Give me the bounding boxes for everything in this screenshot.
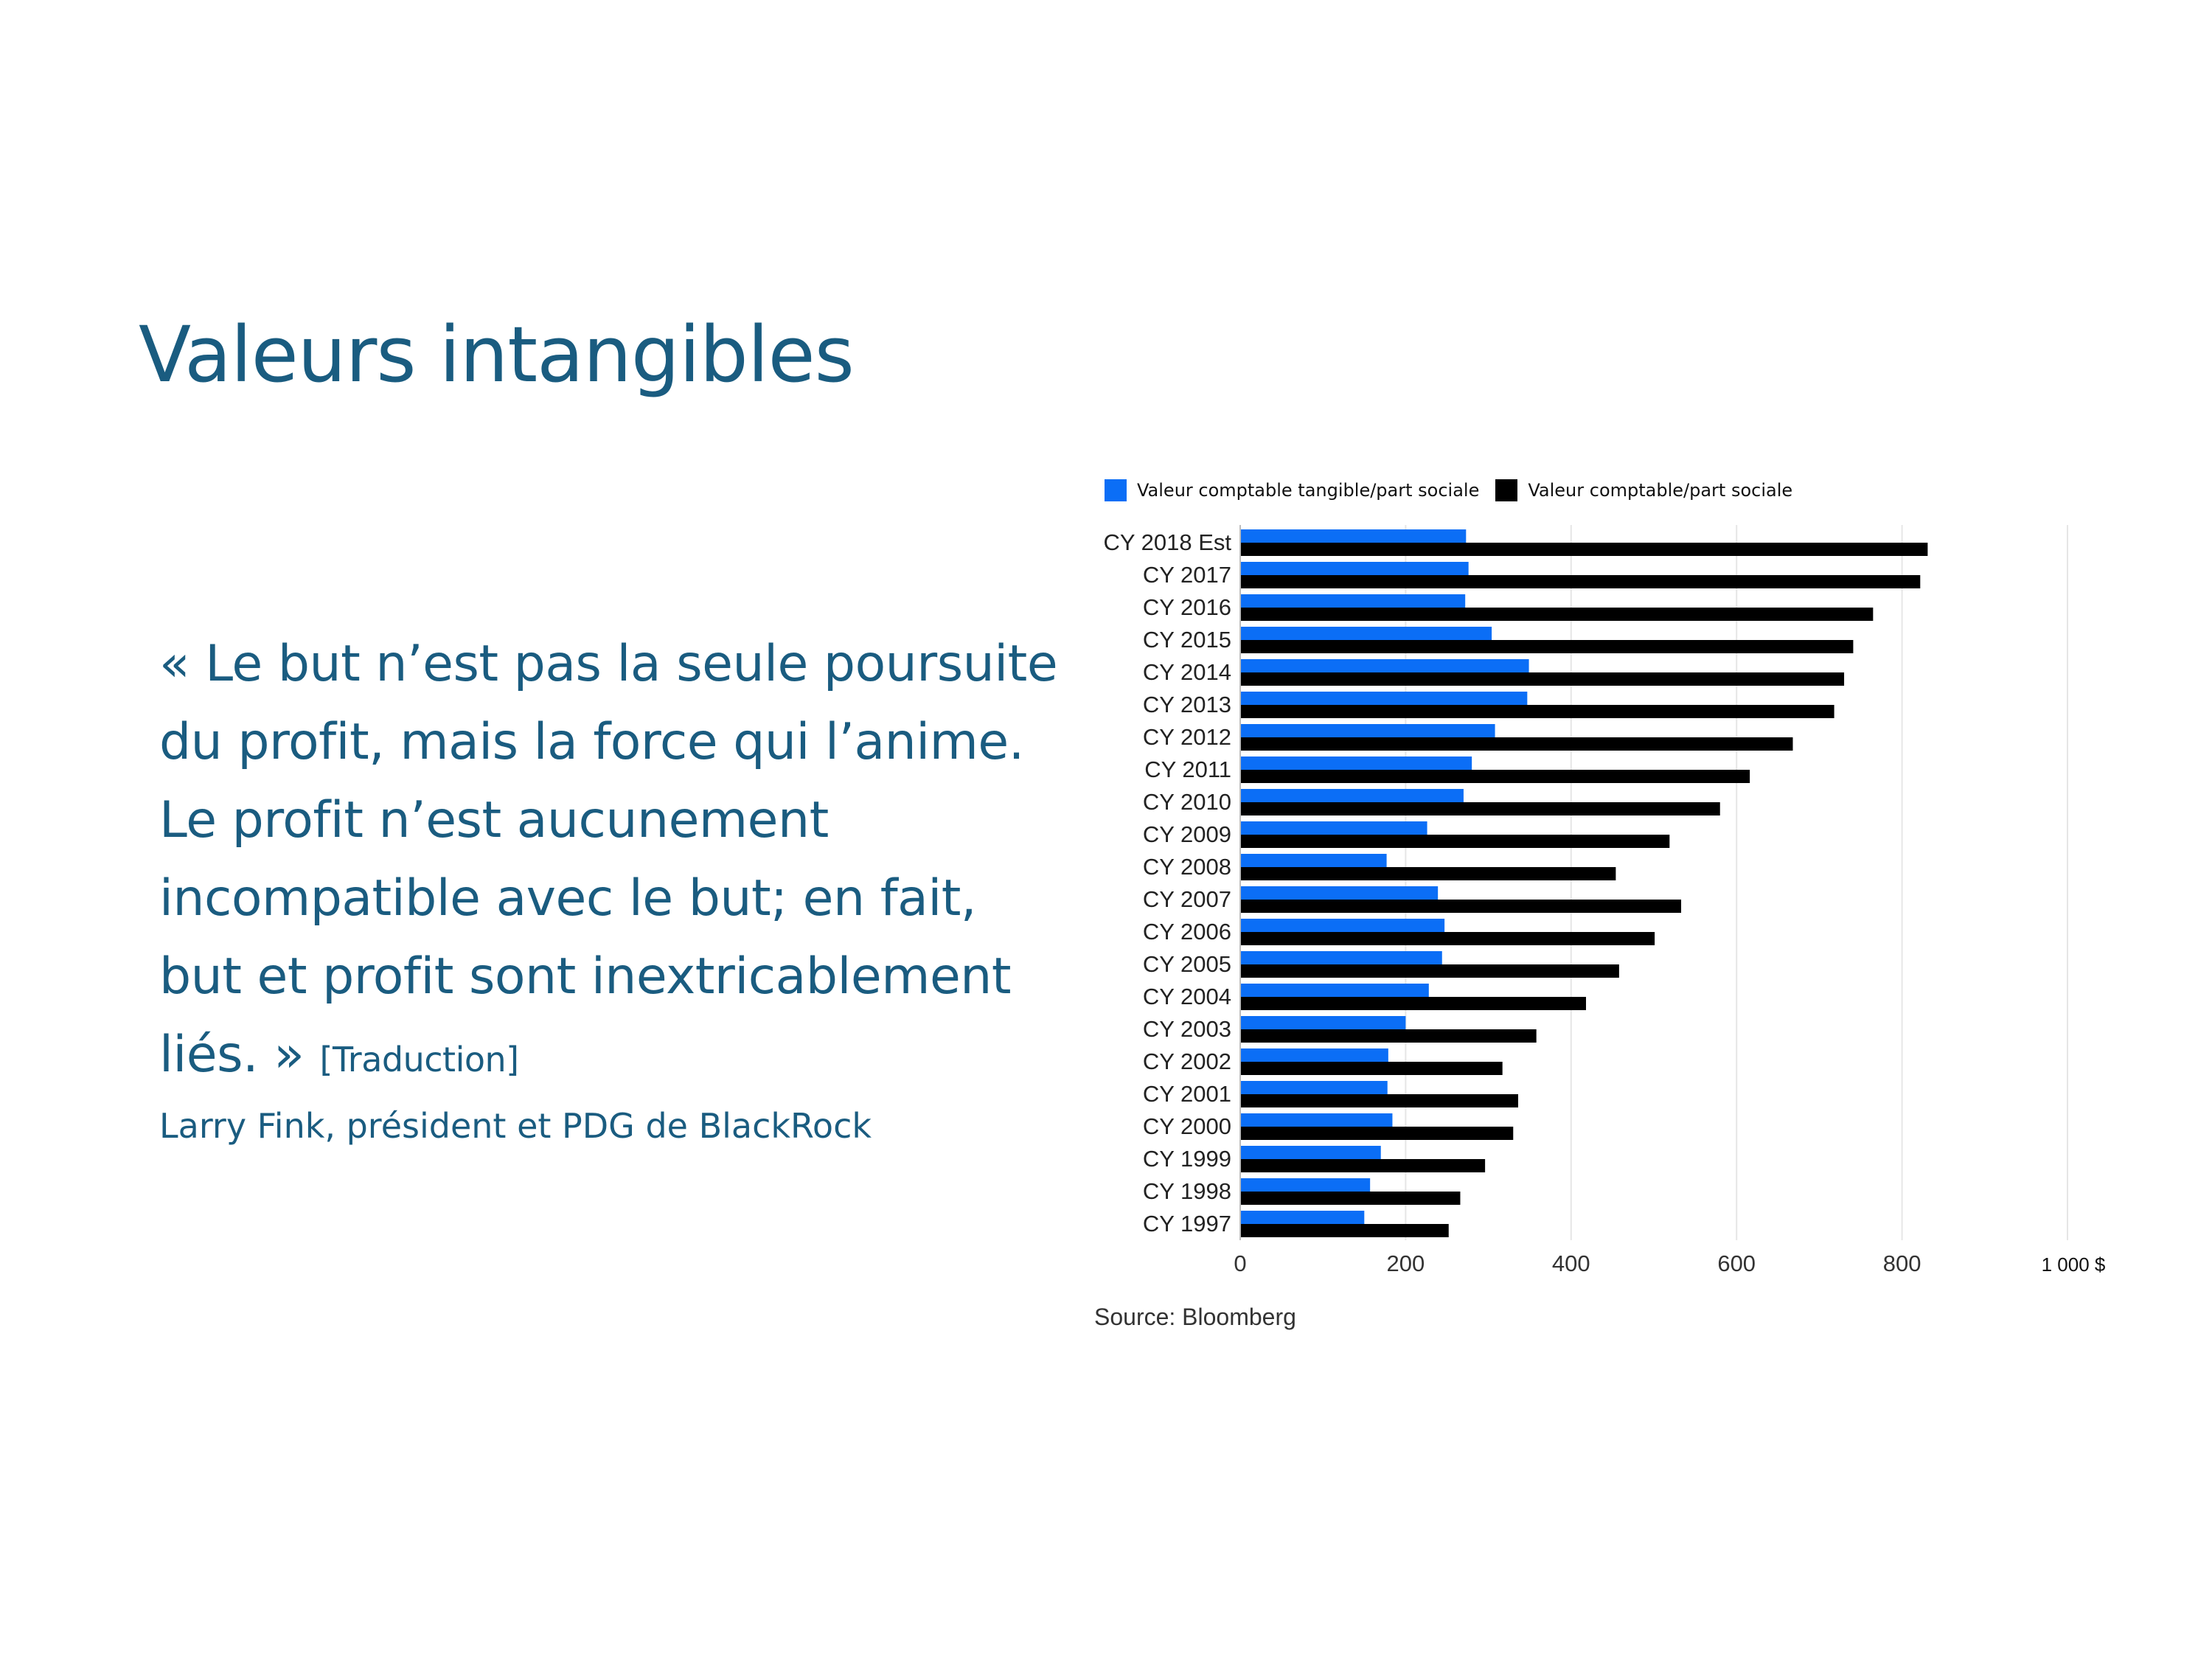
- bar-tangible-book-value: [1240, 951, 1442, 964]
- bar-tangible-book-value: [1240, 1146, 1381, 1159]
- bar-tangible-book-value: [1240, 821, 1427, 835]
- bar-book-value: [1240, 737, 1793, 751]
- bar-tangible-book-value: [1240, 919, 1445, 932]
- bar-book-value: [1240, 1094, 1518, 1107]
- y-category-label: CY 2003: [1143, 1016, 1231, 1042]
- bar-tangible-book-value: [1240, 724, 1495, 737]
- quote-attribution: Larry Fink, président et PDG de BlackRoc…: [159, 1106, 872, 1146]
- y-category-label: CY 2011: [1144, 757, 1231, 782]
- bar-book-value: [1240, 997, 1586, 1010]
- legend-label-book: Valeur comptable/part sociale: [1528, 480, 1793, 501]
- quote-text: « Le but n’est pas la seule poursuite du…: [159, 625, 1074, 1099]
- y-category-label: CY 2007: [1143, 886, 1231, 912]
- bar-tangible-book-value: [1240, 529, 1467, 543]
- y-category-label: CY 2012: [1143, 724, 1231, 750]
- bar-tangible-book-value: [1240, 984, 1429, 997]
- legend-swatch-tangible: [1105, 479, 1127, 501]
- bar-tangible-book-value: [1240, 562, 1469, 575]
- bar-tangible-book-value: [1240, 627, 1492, 640]
- bar-book-value: [1240, 575, 1921, 588]
- bar-book-value: [1240, 1192, 1461, 1205]
- bar-book-value: [1240, 835, 1670, 848]
- chart-legend: Valeur comptable tangible/part sociale V…: [1105, 478, 1792, 503]
- bar-book-value: [1240, 1029, 1537, 1043]
- bar-book-value: [1240, 802, 1720, 815]
- bar-book-value: [1240, 543, 1928, 556]
- bar-tangible-book-value: [1240, 1113, 1393, 1127]
- chart-source: Source: Bloomberg: [1094, 1304, 1296, 1330]
- y-category-label: CY 2000: [1143, 1113, 1231, 1139]
- x-tick-label: 800: [1883, 1251, 1921, 1276]
- bar-book-value: [1240, 672, 1845, 686]
- y-category-label: CY 1998: [1143, 1178, 1231, 1204]
- legend-swatch-book: [1495, 479, 1518, 501]
- bar-tangible-book-value: [1240, 757, 1472, 770]
- y-category-label: CY 2008: [1143, 854, 1231, 880]
- bar-tangible-book-value: [1240, 886, 1439, 900]
- slide-title: Valeurs intangibles: [139, 310, 855, 400]
- bar-book-value: [1240, 705, 1834, 718]
- x-tick-label: 600: [1717, 1251, 1756, 1276]
- legend-label-tangible: Valeur comptable tangible/part sociale: [1137, 480, 1480, 501]
- bar-tangible-book-value: [1240, 854, 1387, 867]
- bar-book-value: [1240, 1159, 1486, 1172]
- y-category-label: CY 2017: [1143, 562, 1231, 588]
- y-category-label: CY 2016: [1143, 594, 1231, 620]
- x-tick-label: 0: [1234, 1251, 1246, 1276]
- quote-body: « Le but n’est pas la seule poursuite du…: [159, 635, 1058, 1084]
- bar-tangible-book-value: [1240, 594, 1466, 608]
- y-category-label: CY 2013: [1143, 692, 1231, 717]
- y-category-label: CY 2002: [1143, 1048, 1231, 1074]
- y-category-label: CY 2010: [1143, 789, 1231, 815]
- y-category-label: CY 2005: [1143, 951, 1231, 977]
- y-category-label: CY 2015: [1143, 627, 1231, 653]
- bar-book-value: [1240, 1224, 1449, 1237]
- bar-book-value: [1240, 900, 1682, 913]
- bar-tangible-book-value: [1240, 659, 1529, 672]
- bar-book-value: [1240, 1127, 1514, 1140]
- bar-tangible-book-value: [1240, 1211, 1365, 1224]
- bar-book-value: [1240, 867, 1616, 880]
- bar-tangible-book-value: [1240, 692, 1528, 705]
- x-tick-label: 200: [1387, 1251, 1425, 1276]
- y-category-label: CY 2006: [1143, 919, 1231, 945]
- bar-tangible-book-value: [1240, 1081, 1388, 1094]
- bar-book-value: [1240, 1062, 1503, 1075]
- bar-book-value: [1240, 770, 1750, 783]
- x-tick-label: 1 000 $: [2042, 1253, 2106, 1276]
- y-category-label: CY 2004: [1143, 984, 1231, 1009]
- bar-book-value: [1240, 964, 1619, 978]
- y-category-label: CY 2014: [1143, 659, 1231, 685]
- bar-tangible-book-value: [1240, 1178, 1371, 1192]
- x-tick-label: 400: [1552, 1251, 1590, 1276]
- y-category-label: CY 1997: [1143, 1211, 1231, 1237]
- y-category-label: CY 1999: [1143, 1146, 1231, 1172]
- y-category-label: CY 2018 Est: [1104, 529, 1232, 555]
- bar-book-value: [1240, 608, 1874, 621]
- y-category-label: CY 2001: [1143, 1081, 1231, 1107]
- y-category-label: CY 2009: [1143, 821, 1231, 847]
- bar-tangible-book-value: [1240, 1048, 1388, 1062]
- bar-tangible-book-value: [1240, 789, 1464, 802]
- bar-book-value: [1240, 640, 1854, 653]
- bar-book-value: [1240, 932, 1655, 945]
- quote-translation-note: [Traduction]: [319, 1040, 520, 1079]
- bar-tangible-book-value: [1240, 1016, 1406, 1029]
